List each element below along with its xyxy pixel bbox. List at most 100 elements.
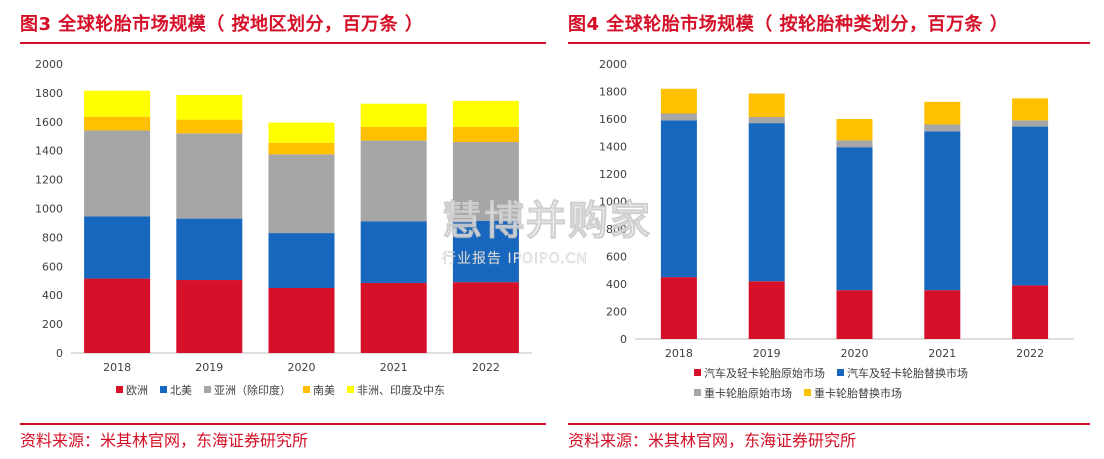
bar-segment bbox=[748, 93, 785, 117]
bar-segment bbox=[452, 100, 519, 127]
y-tick-label: 1400 bbox=[35, 145, 63, 158]
bar-segment bbox=[84, 116, 151, 131]
bar-segment bbox=[924, 131, 961, 291]
bar-segment bbox=[836, 140, 873, 148]
legend-label: 南美 bbox=[313, 384, 335, 397]
x-tick-label: 2020 bbox=[841, 347, 869, 360]
y-tick-label: 0 bbox=[620, 333, 627, 346]
legend-label: 亚洲（除印度） bbox=[214, 383, 291, 397]
legend-swatch bbox=[303, 386, 310, 393]
bar-segment bbox=[660, 277, 697, 339]
y-tick-label: 1200 bbox=[35, 174, 63, 187]
x-tick-label: 2019 bbox=[753, 347, 781, 360]
y-tick-label: 1600 bbox=[35, 116, 63, 129]
bar-segment bbox=[452, 142, 519, 221]
y-tick-label: 1800 bbox=[599, 86, 627, 99]
legend-swatch bbox=[204, 386, 211, 393]
y-tick-label: 1600 bbox=[599, 113, 627, 126]
source-rule bbox=[568, 423, 1090, 425]
y-tick-label: 1000 bbox=[35, 203, 63, 216]
bar-segment bbox=[268, 287, 335, 353]
bar-segment bbox=[452, 220, 519, 283]
legend-swatch bbox=[804, 389, 811, 396]
y-tick-label: 400 bbox=[606, 278, 627, 291]
x-tick-label: 2018 bbox=[103, 361, 131, 374]
legend-swatch bbox=[116, 386, 123, 393]
bar-segment bbox=[836, 290, 873, 339]
bar-segment bbox=[176, 218, 243, 281]
y-tick-label: 0 bbox=[56, 347, 63, 360]
tire-type-bar-chart: 0 200 400 600 800 1000 1200 1400 1600 1800 2000 201… bbox=[599, 58, 1074, 400]
y-tick-label: 1200 bbox=[599, 168, 627, 181]
bar-segment bbox=[84, 90, 151, 117]
y-tick-label: 800 bbox=[606, 223, 627, 236]
x-tick-label: 2020 bbox=[288, 361, 316, 374]
bar-segment bbox=[660, 113, 697, 121]
y-tick-label: 1000 bbox=[599, 196, 627, 209]
y-axis: 0 200 400 600 800 1000 1200 1400 1600 1800 2000 bbox=[35, 58, 63, 360]
bar-segment bbox=[1012, 120, 1049, 127]
x-tick-label: 2019 bbox=[195, 361, 223, 374]
bar-segment bbox=[1012, 126, 1049, 286]
y-tick-label: 2000 bbox=[35, 58, 63, 71]
legend: 欧洲 北美 亚洲（除印度） 南美 非洲、印度及中东 bbox=[116, 383, 445, 397]
bars bbox=[84, 90, 519, 353]
y-tick-label: 2000 bbox=[599, 58, 627, 71]
bar-segment bbox=[660, 88, 697, 114]
y-tick-label: 1800 bbox=[35, 87, 63, 100]
region-bar-chart: 0 200 400 600 800 1000 1200 1400 1600 1800 2000 201… bbox=[35, 58, 532, 397]
y-tick-label: 1400 bbox=[599, 141, 627, 154]
title-rule bbox=[568, 42, 1090, 44]
legend-label: 汽车及轻卡轮胎原始市场 bbox=[704, 366, 825, 380]
x-tick-label: 2022 bbox=[1016, 347, 1044, 360]
bar-segment bbox=[836, 119, 873, 141]
bar-segment bbox=[748, 123, 785, 282]
x-tick-label: 2018 bbox=[665, 347, 693, 360]
bar-segment bbox=[924, 124, 961, 132]
bar-segment bbox=[268, 122, 335, 143]
bar-segment bbox=[84, 130, 151, 217]
y-tick-label: 400 bbox=[42, 289, 63, 302]
bar-segment bbox=[268, 154, 335, 234]
x-tick-label: 2021 bbox=[928, 347, 956, 360]
x-tick-label: 2021 bbox=[380, 361, 408, 374]
bar-segment bbox=[360, 282, 427, 353]
legend-swatch bbox=[160, 386, 167, 393]
bar-segment bbox=[1012, 285, 1049, 339]
bar-segment bbox=[268, 142, 335, 155]
legend-label: 重卡轮胎原始市场 bbox=[704, 386, 792, 400]
bar-segment bbox=[360, 126, 427, 141]
x-tick-label: 2022 bbox=[472, 361, 500, 374]
y-tick-label: 200 bbox=[606, 306, 627, 319]
chart-panel-region: 图3 全球轮胎市场规模（ 按地区划分，百万条 ） 0 200 400 600 800 10… bbox=[20, 0, 546, 459]
legend-label: 汽车及轻卡轮胎替换市场 bbox=[847, 366, 968, 380]
source-note: 资料来源：米其林官网，东海证券研究所 bbox=[20, 431, 309, 450]
bar-segment bbox=[176, 95, 243, 120]
y-tick-label: 600 bbox=[42, 260, 63, 273]
bar-segment bbox=[176, 280, 243, 353]
bar-segment bbox=[748, 116, 785, 124]
bar-segment bbox=[452, 282, 519, 353]
legend-label: 欧洲 bbox=[126, 384, 148, 397]
bars bbox=[660, 88, 1049, 339]
y-tick-label: 800 bbox=[42, 231, 63, 244]
y-tick-label: 200 bbox=[42, 318, 63, 331]
legend-label: 北美 bbox=[170, 384, 192, 397]
legend-swatch bbox=[694, 389, 701, 396]
bar-segment bbox=[176, 133, 243, 219]
bar-segment bbox=[452, 126, 519, 143]
bar-segment bbox=[268, 233, 335, 288]
legend-label: 非洲、印度及中东 bbox=[357, 383, 445, 397]
bar-segment bbox=[836, 147, 873, 291]
bar-segment bbox=[1012, 98, 1049, 121]
bar-segment bbox=[84, 278, 151, 353]
bar-segment bbox=[360, 221, 427, 283]
source-note: 资料来源：米其林官网，东海证券研究所 bbox=[568, 431, 857, 450]
bar-segment bbox=[924, 101, 961, 125]
bar-segment bbox=[84, 216, 151, 279]
chart-title: 图3 全球轮胎市场规模（ 按地区划分，百万条 ） bbox=[20, 14, 424, 35]
title-rule bbox=[20, 42, 546, 44]
legend-swatch bbox=[837, 369, 844, 376]
bar-segment bbox=[748, 281, 785, 339]
